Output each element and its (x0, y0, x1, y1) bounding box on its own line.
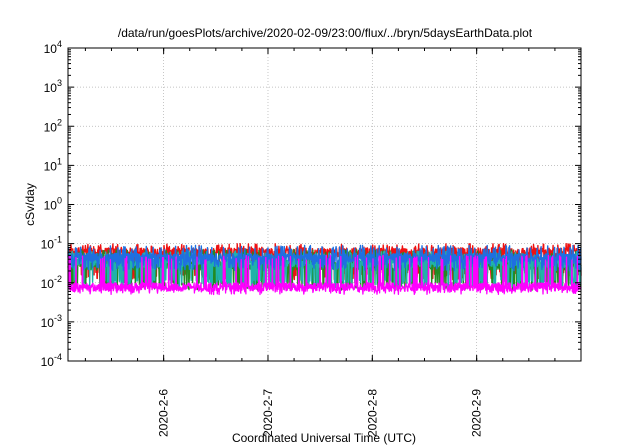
y-tick-label: 10-4 (41, 352, 62, 369)
grid-lines (68, 48, 581, 361)
y-tick-label: 102 (44, 117, 62, 134)
y-axis-label: cSv/day (23, 183, 37, 226)
y-tick-label: 103 (44, 78, 62, 95)
x-tick-label: 2020-2-7 (261, 389, 275, 437)
x-tick-label: 2020-2-6 (157, 389, 171, 437)
y-tick-label: 104 (44, 39, 62, 56)
axis-ticks (68, 47, 581, 362)
x-tick-labels: 2020-2-6 2020-2-7 2020-2-8 2020-2-9 (157, 389, 484, 437)
x-tick-label: 2020-2-8 (365, 389, 379, 437)
x-axis-label: Coordinated Universal Time (UTC) (232, 431, 416, 445)
y-tick-labels: 10-4 10-3 10-2 10-1 100 101 102 103 104 (41, 39, 62, 369)
plot-frame (67, 47, 582, 362)
y-tick-label: 10-2 (41, 274, 62, 291)
series-line (67, 254, 582, 296)
y-tick-label: 10-3 (41, 313, 62, 330)
chart-title: /data/run/goesPlots/archive/2020-02-09/2… (118, 26, 533, 40)
x-tick-label: 2020-2-9 (470, 389, 484, 437)
y-tick-label: 100 (44, 196, 62, 213)
y-tick-label: 10-1 (41, 235, 62, 252)
series-line (67, 244, 582, 272)
y-tick-label: 101 (44, 156, 62, 173)
series-layer (67, 242, 582, 296)
